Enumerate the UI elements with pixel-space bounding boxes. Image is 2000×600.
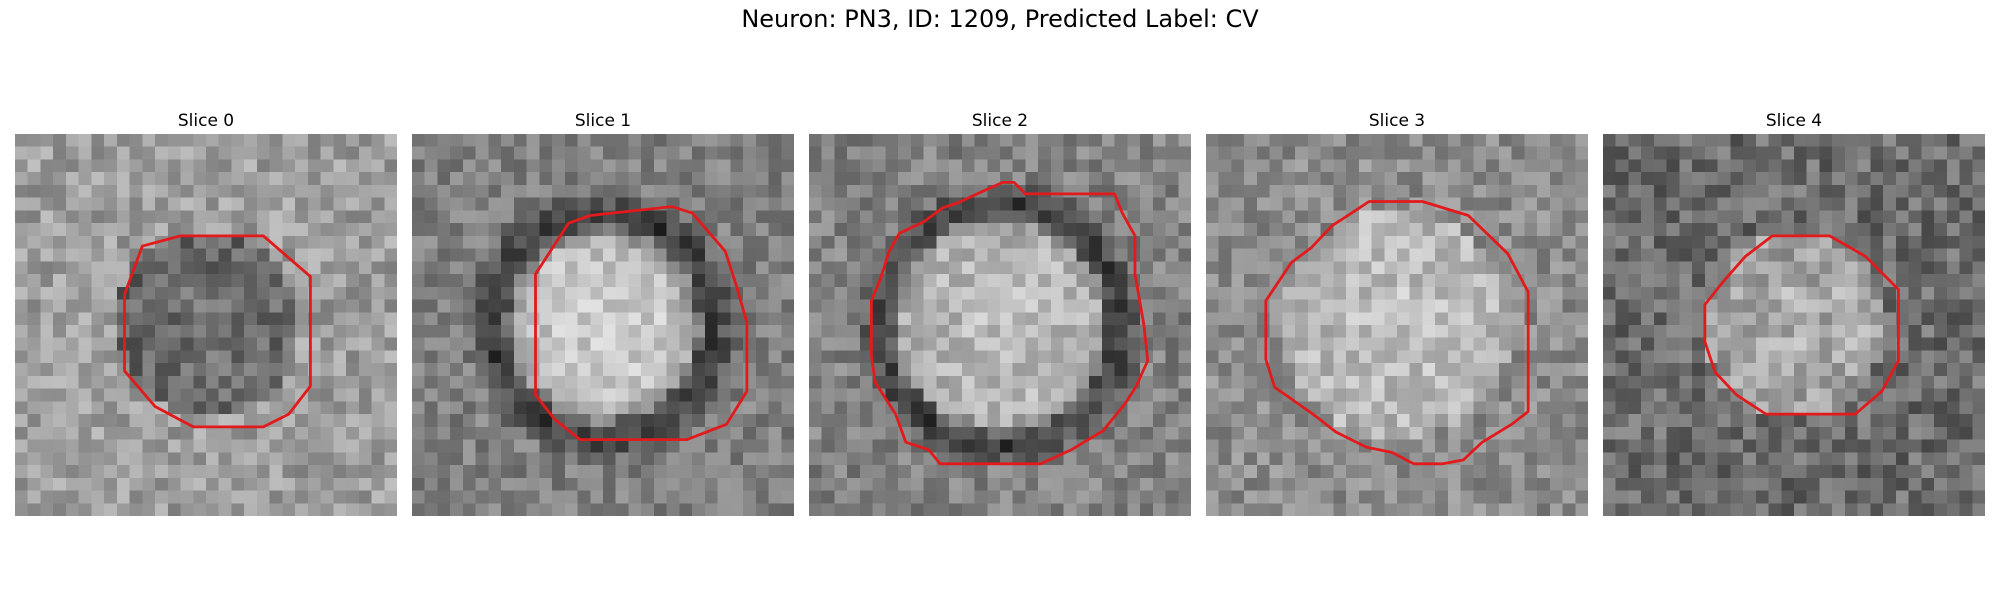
roi-contour bbox=[1703, 234, 1900, 416]
slice-image-4 bbox=[1603, 134, 1985, 516]
roi-contour bbox=[869, 180, 1150, 466]
slice-image-2 bbox=[809, 134, 1191, 516]
slice-panel-0: Slice 0 bbox=[15, 108, 397, 516]
slice-panel-1: Slice 1 bbox=[412, 108, 794, 516]
slice-title-2: Slice 2 bbox=[971, 111, 1029, 131]
pixel-grid bbox=[412, 134, 794, 516]
slice-title-4: Slice 4 bbox=[1765, 111, 1823, 131]
figure-title: Neuron: PN3, ID: 1209, Predicted Label: … bbox=[741, 5, 1259, 33]
pixel-grid bbox=[1603, 134, 1985, 516]
slice-title-3: Slice 3 bbox=[1368, 111, 1426, 131]
slice-image-0 bbox=[15, 134, 397, 516]
roi-contour bbox=[534, 205, 749, 442]
roi-contour bbox=[123, 234, 312, 429]
pixel-grid bbox=[809, 134, 1191, 516]
slice-title-1: Slice 1 bbox=[574, 111, 632, 131]
slice-panel-3: Slice 3 bbox=[1206, 108, 1588, 516]
slice-image-3 bbox=[1206, 134, 1588, 516]
pixel-grid bbox=[1206, 134, 1588, 516]
slice-panel-2: Slice 2 bbox=[809, 108, 1191, 516]
slice-image-1 bbox=[412, 134, 794, 516]
slice-panel-4: Slice 4 bbox=[1603, 108, 1985, 516]
slice-title-0: Slice 0 bbox=[177, 111, 235, 131]
roi-contour bbox=[1264, 200, 1530, 466]
pixel-grid bbox=[15, 134, 397, 516]
